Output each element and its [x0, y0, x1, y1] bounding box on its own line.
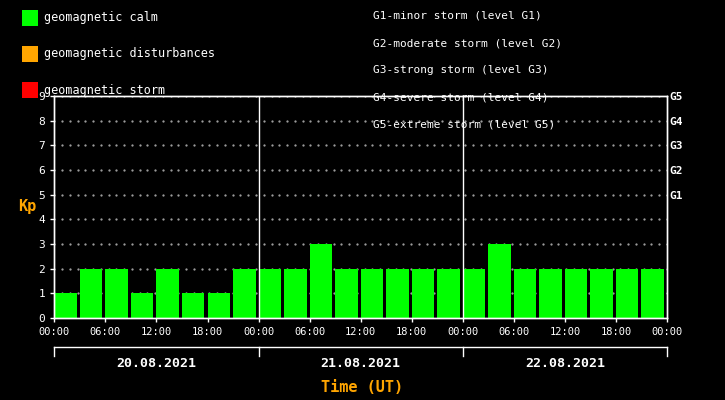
Text: Time (UT): Time (UT) [321, 380, 404, 395]
Bar [284, 269, 307, 318]
Bar [437, 269, 460, 318]
Bar [131, 293, 154, 318]
Bar [80, 269, 102, 318]
Bar [590, 269, 613, 318]
Bar [616, 269, 639, 318]
Bar [335, 269, 357, 318]
Text: 22.08.2021: 22.08.2021 [525, 357, 605, 370]
Bar [539, 269, 562, 318]
Text: G4-severe storm (level G4): G4-severe storm (level G4) [373, 93, 549, 103]
Bar [259, 269, 281, 318]
Bar [182, 293, 204, 318]
Bar [463, 269, 485, 318]
Bar [310, 244, 332, 318]
Bar [233, 269, 255, 318]
Bar [105, 269, 128, 318]
Text: 20.08.2021: 20.08.2021 [117, 357, 196, 370]
Bar [54, 293, 77, 318]
Bar [157, 269, 179, 318]
Y-axis label: Kp: Kp [18, 200, 36, 214]
Bar [642, 269, 664, 318]
Text: G2-moderate storm (level G2): G2-moderate storm (level G2) [373, 38, 563, 48]
Text: geomagnetic storm: geomagnetic storm [44, 84, 165, 96]
Text: G5-extreme storm (level G5): G5-extreme storm (level G5) [373, 120, 555, 130]
Bar [360, 269, 383, 318]
Bar [386, 269, 409, 318]
Bar [514, 269, 536, 318]
Text: geomagnetic disturbances: geomagnetic disturbances [44, 48, 215, 60]
Bar [412, 269, 434, 318]
Bar [565, 269, 587, 318]
Text: 21.08.2021: 21.08.2021 [320, 357, 401, 370]
Text: G3-strong storm (level G3): G3-strong storm (level G3) [373, 66, 549, 76]
Text: G1-minor storm (level G1): G1-minor storm (level G1) [373, 11, 542, 21]
Bar [489, 244, 511, 318]
Text: geomagnetic calm: geomagnetic calm [44, 12, 157, 24]
Bar [207, 293, 230, 318]
